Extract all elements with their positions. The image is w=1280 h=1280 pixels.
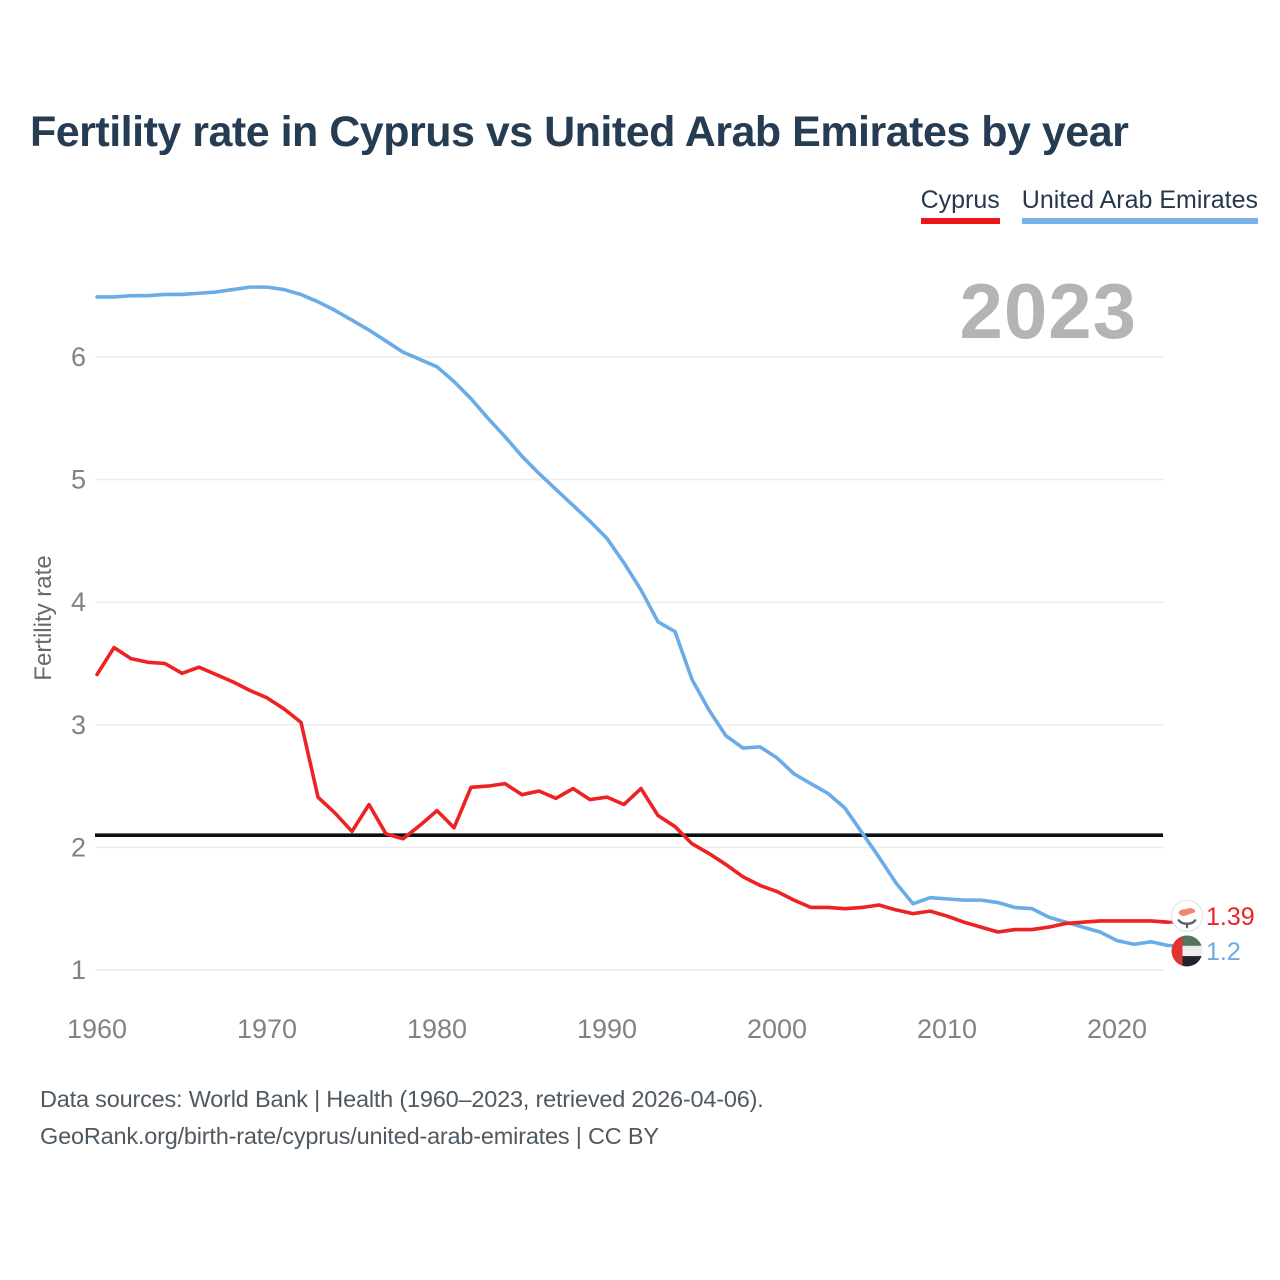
legend-item-united-arab-emirates[interactable]: United Arab Emirates [1021,186,1258,224]
cyprus-flag-icon [1171,899,1203,932]
x-tick-label: 1980 [407,1014,467,1044]
y-tick-label: 2 [71,832,86,862]
x-tick-label: 2010 [917,1014,977,1044]
data-source-note: Data sources: World Bank | Health (1960–… [40,1081,764,1155]
cyprus-line [95,645,1170,934]
y-tick-label: 1 [71,955,86,985]
x-tick-label: 1990 [577,1014,637,1044]
legend-item-cyprus[interactable]: Cyprus [920,186,1000,224]
source-line-2: GeoRank.org/birth-rate/cyprus/united-ara… [40,1123,659,1149]
x-tick-label: 2020 [1087,1014,1147,1044]
uae-flag-icon [1171,935,1203,967]
uae-line [95,285,1170,948]
x-tick-label: 1960 [67,1014,127,1044]
current-year-watermark: 2023 [959,267,1137,355]
end-value-label: 1.39 [1206,903,1255,931]
x-tick-label: 1970 [237,1014,297,1044]
y-tick-label: 3 [71,710,86,740]
end-value-label: 1.2 [1206,938,1241,966]
source-line-1: Data sources: World Bank | Health (1960–… [40,1086,764,1112]
x-tick-label: 2000 [747,1014,807,1044]
page-title: Fertility rate in Cyprus vs United Arab … [30,108,1129,156]
y-tick-label: 5 [71,465,86,495]
y-tick-label: 6 [71,342,86,372]
y-tick-label: 4 [71,587,86,617]
legend: Cyprus United Arab Emirates [920,186,1258,224]
